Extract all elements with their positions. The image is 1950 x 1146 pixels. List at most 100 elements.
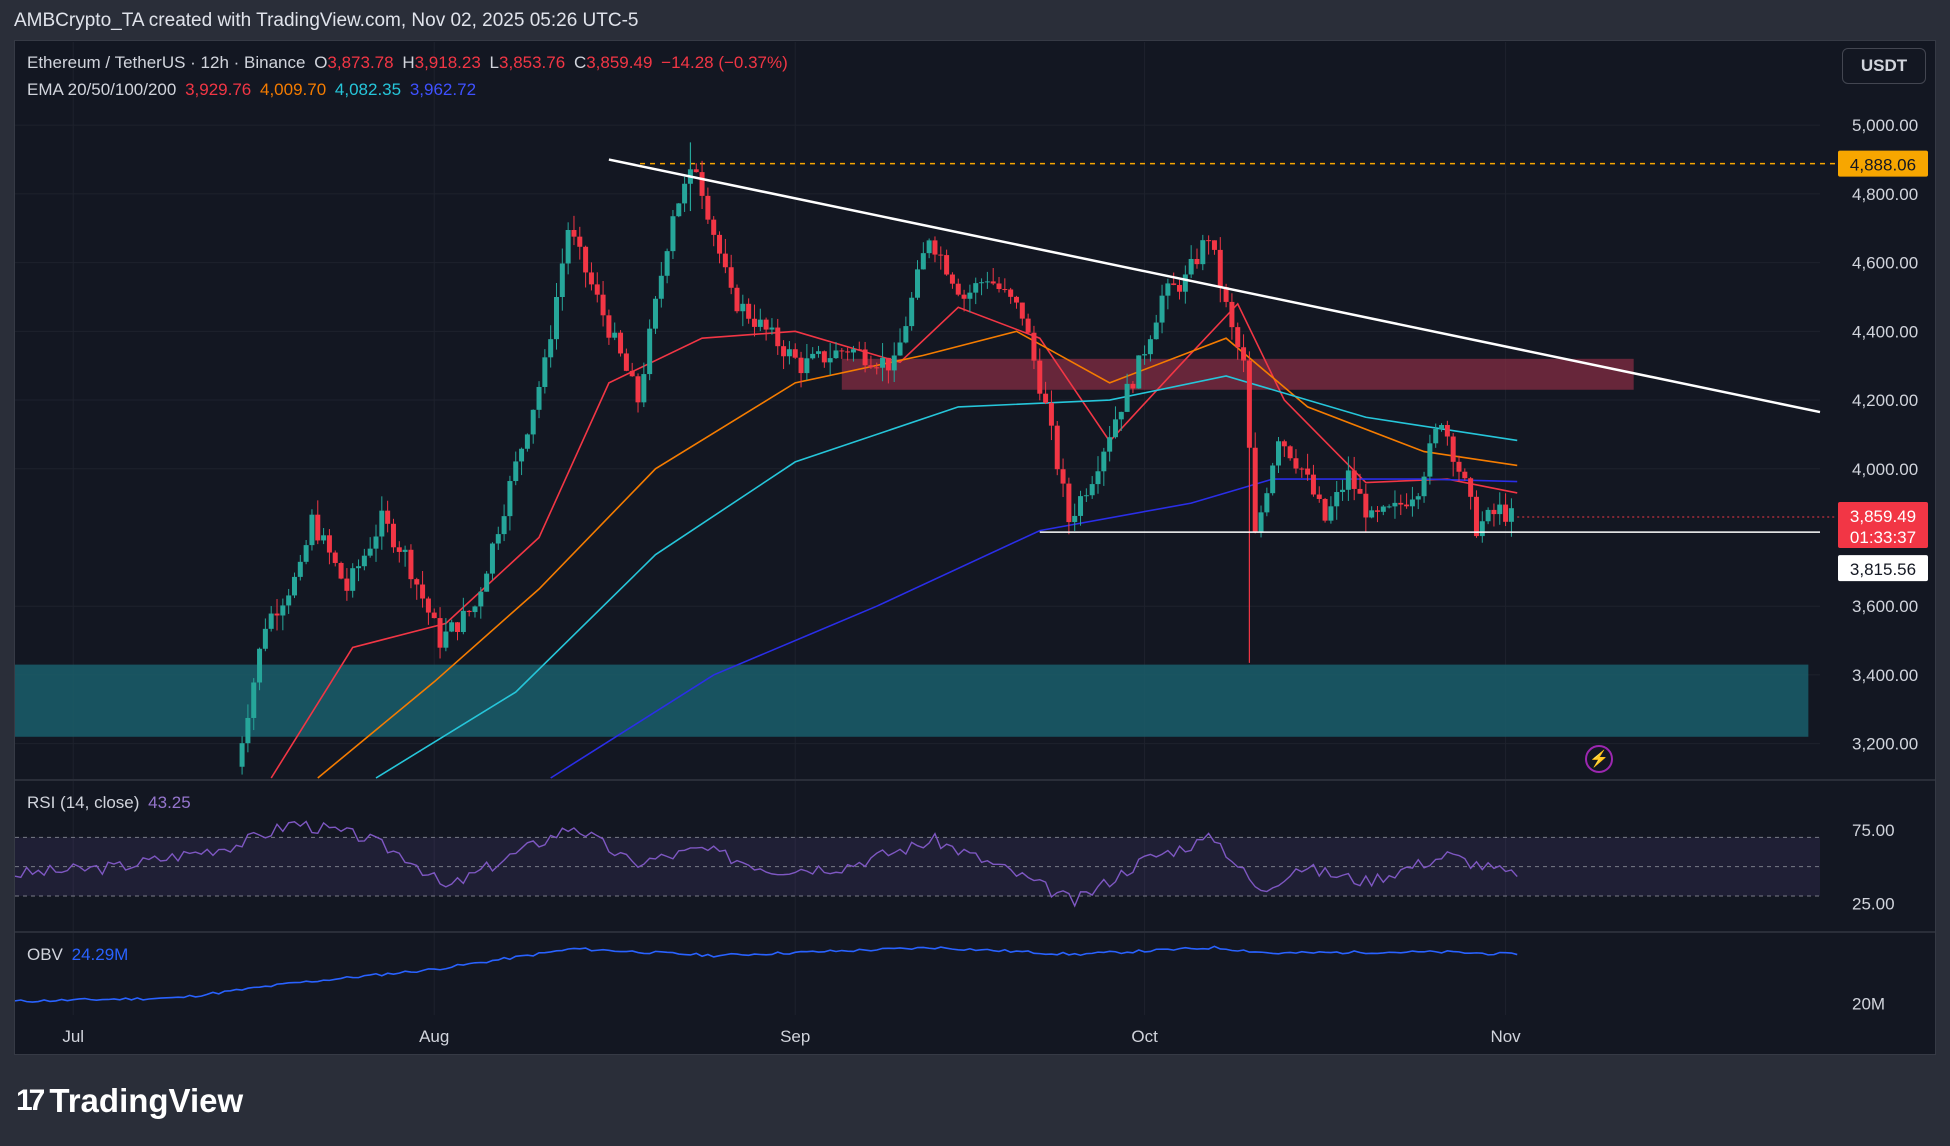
- obv-tick-0: 20M: [1852, 995, 1885, 1014]
- last-price-tag: [1838, 502, 1928, 549]
- candle-body-8: [280, 605, 286, 616]
- candle-body-9: [286, 595, 292, 606]
- candle-body-43: [484, 573, 490, 592]
- candle-body-103: [833, 350, 839, 359]
- candle-body-69: [635, 376, 641, 403]
- high-level-tag: [1838, 150, 1928, 177]
- candle-body-44: [489, 543, 495, 574]
- candle-body-203: [1415, 496, 1421, 500]
- candle-body-104: [839, 350, 845, 352]
- symbol-label: Ethereum / TetherUS · 12h · Binance: [27, 53, 306, 72]
- close-label: C: [573, 53, 587, 72]
- candle-body-94: [781, 346, 787, 357]
- candle-body-70: [641, 374, 647, 403]
- candle-body-199: [1392, 502, 1398, 507]
- candle-body-15: [321, 535, 327, 541]
- candle-body-214: [1479, 521, 1485, 537]
- candle-body-59: [577, 236, 583, 247]
- candle-body-83: [717, 234, 723, 254]
- candle-body-201: [1404, 504, 1410, 507]
- candle-body-86: [734, 287, 740, 312]
- candle-body-46: [501, 516, 507, 535]
- candle-body-148: [1095, 471, 1101, 485]
- candle-body-19: [344, 578, 350, 591]
- candle-body-41: [472, 606, 478, 613]
- candle-body-105: [845, 351, 851, 353]
- price-tick-1: 4,800.00: [1852, 185, 1918, 204]
- candle-body-58: [571, 229, 577, 237]
- candle-body-13: [309, 514, 315, 546]
- candle-body-80: [699, 172, 705, 196]
- tradingview-mark-icon: 17: [16, 1084, 45, 1117]
- candle-body-26: [385, 510, 391, 524]
- price-tick-2: 4,600.00: [1852, 254, 1918, 273]
- candle-body-139: [1043, 393, 1049, 403]
- ema-legend: EMA 20/50/100/200 3,929.76 4,009.70 4,08…: [27, 80, 480, 100]
- candle-body-127: [973, 283, 979, 293]
- candle-body-143: [1066, 483, 1072, 523]
- candle-body-16: [326, 535, 332, 553]
- low-label: L: [489, 53, 500, 72]
- obv-legend: OBV 24.29M: [27, 945, 132, 965]
- candle-body-144: [1072, 515, 1078, 523]
- candle-body-151: [1112, 419, 1118, 438]
- candle-body-164: [1188, 258, 1194, 275]
- candle-body-161: [1171, 283, 1177, 285]
- candle-body-53: [542, 357, 548, 387]
- rsi-label: RSI (14, close): [27, 793, 140, 812]
- candle-body-191: [1345, 470, 1351, 490]
- candle-body-50: [524, 434, 530, 449]
- candle-body-154: [1130, 383, 1136, 389]
- price-tick-6: 3,600.00: [1852, 597, 1918, 616]
- candle-body-185: [1310, 474, 1316, 495]
- candle-body-34: [431, 612, 437, 619]
- rsi-tick-0: 75.00: [1852, 821, 1895, 840]
- open-value: 3,873.78: [327, 53, 394, 72]
- candle-body-179: [1276, 441, 1281, 466]
- candle-body-62: [594, 284, 600, 295]
- candle-body-155: [1136, 355, 1142, 389]
- candle-body-54: [548, 339, 554, 358]
- candle-body-129: [984, 281, 990, 283]
- tradingview-wordmark: TradingView: [49, 1082, 244, 1119]
- candle-body-77: [682, 183, 688, 204]
- candle-body-108: [862, 349, 868, 366]
- candle-body-30: [408, 549, 414, 580]
- lightning-icon[interactable]: ⚡: [1585, 745, 1613, 773]
- candle-body-25: [379, 510, 385, 537]
- candle-body-168: [1211, 240, 1217, 250]
- candle-body-162: [1177, 284, 1183, 292]
- candle-body-38: [455, 622, 461, 633]
- candle-body-180: [1281, 441, 1287, 447]
- candle-body-166: [1200, 240, 1206, 265]
- candle-body-93: [775, 327, 781, 347]
- candle-body-92: [769, 327, 775, 330]
- candle-body-171: [1229, 301, 1235, 328]
- candle-body-150: [1107, 437, 1113, 452]
- rsi-legend: RSI (14, close) 43.25: [27, 793, 195, 813]
- candle-body-22: [361, 555, 367, 567]
- candle-body-56: [559, 263, 565, 297]
- candle-body-14: [315, 514, 321, 541]
- candle-body-39: [460, 610, 466, 633]
- candle-body-12: [303, 545, 309, 562]
- candle-body-65: [612, 332, 618, 338]
- candle-body-85: [728, 267, 734, 288]
- candle-body-208: [1444, 424, 1450, 437]
- candle-body-109: [868, 365, 874, 368]
- candle-body-79: [693, 169, 699, 173]
- candle-body-149: [1101, 451, 1107, 472]
- time-tick-1: Aug: [419, 1027, 449, 1046]
- candle-body-84: [722, 253, 728, 268]
- last-price-tag-text-0: 3,859.49: [1850, 507, 1916, 526]
- candle-body-87: [740, 303, 746, 312]
- resistance-zone: [841, 358, 1634, 390]
- candle-body-183: [1299, 468, 1305, 470]
- candle-body-21: [356, 566, 362, 569]
- candle-body-216: [1491, 509, 1497, 515]
- candle-body-96: [792, 349, 798, 358]
- chart-frame[interactable]: [14, 40, 1936, 1055]
- candle-body-157: [1147, 339, 1153, 355]
- currency-button[interactable]: USDT: [1842, 48, 1926, 84]
